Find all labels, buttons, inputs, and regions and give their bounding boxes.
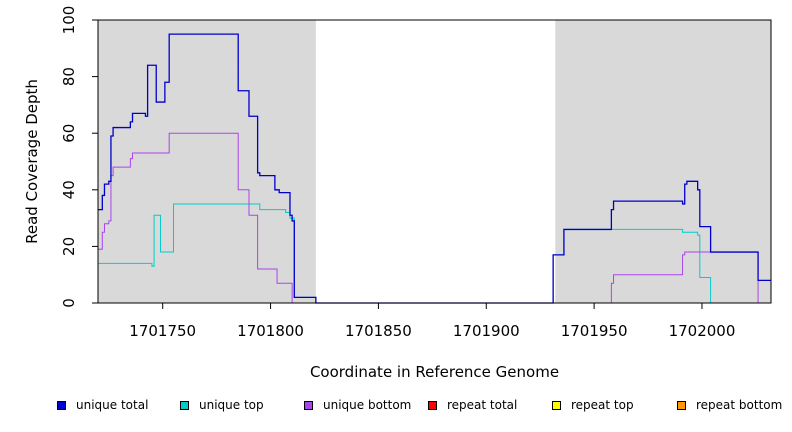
legend-item-unique-top: unique top: [180, 398, 264, 412]
x-tick-label: 1701900: [453, 322, 520, 340]
legend-label: unique top: [199, 398, 264, 412]
x-axis: 1701750 1701800 1701850 1701900 1701950 17020…: [129, 303, 735, 340]
legend-label: unique total: [76, 398, 149, 412]
y-tick-label: 40: [60, 180, 78, 199]
legend-item-repeat-total: repeat total: [428, 398, 517, 412]
x-tick-label: 1701950: [561, 322, 628, 340]
legend-swatch: [552, 400, 561, 410]
x-tick-label: 1702000: [669, 322, 736, 340]
legend-item-unique-bottom: unique bottom: [304, 398, 411, 412]
legend-swatch: [57, 400, 66, 410]
legend: unique total unique top unique bottom repea…: [0, 398, 792, 420]
x-axis-title: Coordinate in Reference Genome: [310, 363, 559, 381]
y-tick-label: 0: [60, 298, 78, 308]
legend-item-repeat-top: repeat top: [552, 398, 634, 412]
legend-label: repeat total: [447, 398, 518, 412]
y-tick-label: 60: [60, 124, 78, 143]
legend-swatch: [180, 400, 189, 410]
legend-item-unique-total: unique total: [57, 398, 148, 412]
legend-label: unique bottom: [323, 398, 412, 412]
legend-swatch: [428, 400, 437, 410]
x-tick-label: 1701800: [237, 322, 304, 340]
y-tick-label: 100: [60, 6, 78, 35]
x-tick-label: 1701850: [345, 322, 412, 340]
legend-swatch: [304, 400, 313, 410]
legend-swatch: [677, 400, 686, 410]
legend-label: repeat top: [571, 398, 634, 412]
series-line-unique-total: [98, 33, 771, 304]
series-line-unique-bottom: [98, 132, 771, 304]
shaded-region-1: [98, 20, 316, 303]
y-axis-title: Read Coverage Depth: [23, 79, 41, 244]
y-tick-label: 80: [60, 67, 78, 86]
shaded-region-layer: [98, 20, 771, 303]
plot-frame: [97, 19, 772, 304]
y-axis: 0 20 40 60 80 100: [60, 6, 98, 308]
legend-item-repeat-bottom: repeat bottom: [677, 398, 782, 412]
x-tick-label: 1701750: [129, 322, 196, 340]
legend-label: repeat bottom: [696, 398, 783, 412]
y-tick-label: 20: [60, 237, 78, 256]
shaded-region-2: [555, 20, 771, 303]
